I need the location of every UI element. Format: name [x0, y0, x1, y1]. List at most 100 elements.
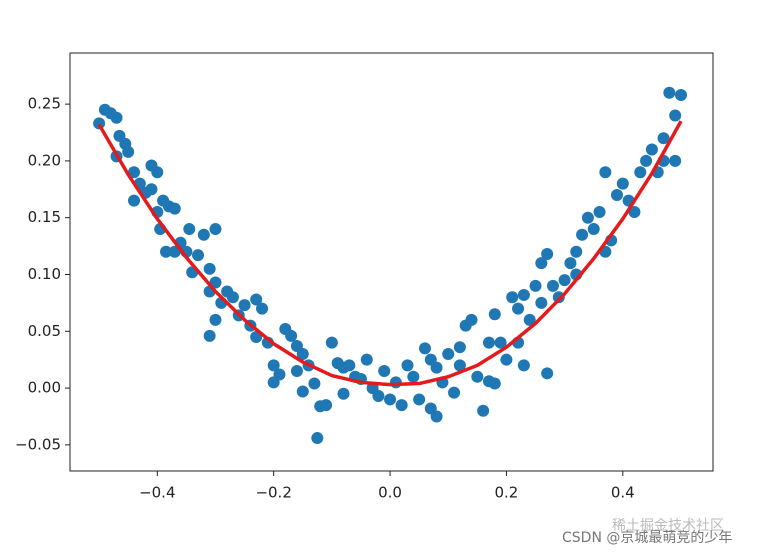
scatter-point: [203, 329, 216, 342]
scatter-point: [570, 245, 583, 258]
scatter-point: [523, 313, 536, 326]
scatter-point: [250, 293, 263, 306]
scatter-point: [430, 361, 443, 374]
scatter-point: [401, 359, 414, 372]
scatter-point: [197, 228, 210, 241]
scatter-point: [645, 143, 658, 156]
scatter-point: [183, 223, 196, 236]
scatter-point: [209, 313, 222, 326]
scatter-point: [372, 390, 385, 403]
scatter-point: [267, 376, 280, 389]
scatter-point: [500, 353, 513, 366]
scatter-point: [325, 336, 338, 349]
scatter-point: [145, 183, 158, 196]
scatter-point: [430, 410, 443, 423]
scatter-point: [576, 228, 589, 241]
scatter-point: [453, 341, 466, 354]
scatter-point: [541, 367, 554, 380]
scatter-point: [471, 370, 484, 383]
scatter-point: [669, 109, 682, 122]
scatter-point: [593, 206, 606, 219]
scatter-point: [628, 206, 641, 219]
scatter-point: [535, 296, 548, 309]
scatter-point: [657, 132, 670, 145]
scatter-point: [512, 302, 525, 315]
scatter-point: [599, 166, 612, 179]
scatter-point: [395, 399, 408, 412]
watermark-author: CSDN @京城最萌竞的少年: [562, 529, 732, 546]
scatter-point: [587, 223, 600, 236]
scatter-point: [674, 89, 687, 102]
scatter-point: [546, 279, 559, 292]
scatter-point: [535, 257, 548, 270]
x-tick-label: −0.4: [139, 484, 175, 502]
scatter-point: [296, 385, 309, 398]
scatter-point: [448, 386, 461, 399]
watermark-source: 稀土掘金技术社区: [612, 518, 724, 534]
x-tick-label: 0.0: [378, 484, 402, 502]
scatter-point: [384, 393, 397, 406]
scatter-point: [285, 329, 298, 342]
scatter-point: [610, 188, 623, 201]
scatter-point: [151, 166, 164, 179]
y-tick-label: 0.25: [28, 95, 61, 113]
scatter-point: [226, 291, 239, 304]
scatter-point: [465, 313, 478, 326]
scatter-point: [669, 154, 682, 167]
scatter-point: [418, 342, 431, 355]
y-tick-label: 0.05: [28, 322, 61, 340]
scatter-point: [616, 177, 629, 190]
x-tick-label: 0.4: [611, 484, 635, 502]
scatter-point: [407, 370, 420, 383]
scatter-point: [320, 399, 333, 412]
scatter-point: [308, 377, 321, 390]
fit-line: [97, 120, 683, 387]
scatter-point: [168, 202, 181, 215]
scatter-point: [482, 336, 495, 349]
scatter-point: [477, 404, 490, 417]
scatter-point: [529, 279, 542, 292]
scatter-point: [378, 365, 391, 378]
scatter-point: [209, 223, 222, 236]
scatter-point: [203, 262, 216, 275]
scatter-point: [413, 393, 426, 406]
scatter-point: [640, 154, 653, 167]
y-tick-label: 0.15: [28, 208, 61, 226]
scatter-point: [337, 387, 350, 400]
scatter-point: [506, 291, 519, 304]
scatter-point: [256, 302, 269, 315]
scatter-point: [389, 376, 402, 389]
scatter-point: [634, 166, 647, 179]
scatter-point: [122, 145, 135, 158]
axes-frame: [69, 52, 714, 472]
scatter-point: [160, 245, 173, 258]
scatter-point: [581, 211, 594, 224]
scatter-point: [558, 274, 571, 287]
scatter-point: [541, 248, 554, 261]
x-tick-label: 0.2: [494, 484, 518, 502]
scatter-point: [360, 353, 373, 366]
scatter-point: [517, 288, 530, 301]
scatter-point: [442, 348, 455, 361]
scatter-point: [128, 194, 141, 207]
y-tick-label: −0.05: [15, 435, 61, 453]
scatter-point: [453, 359, 466, 372]
scatter-point: [564, 257, 577, 270]
scatter-point: [343, 359, 356, 372]
scatter-point: [494, 336, 507, 349]
scatter-point: [517, 359, 530, 372]
scatter-point: [311, 432, 324, 445]
x-tick-label: −0.2: [255, 484, 291, 502]
scatter-point: [128, 166, 141, 179]
y-tick-label: 0.00: [28, 379, 61, 397]
scatter-point: [192, 249, 205, 262]
scatter-point: [296, 348, 309, 361]
scatter-point: [488, 377, 501, 390]
scatter-point: [488, 308, 501, 321]
scatter-point: [238, 299, 251, 312]
y-tick-label: 0.10: [28, 265, 61, 283]
scatter-point: [290, 365, 303, 378]
scatter-point: [267, 359, 280, 372]
